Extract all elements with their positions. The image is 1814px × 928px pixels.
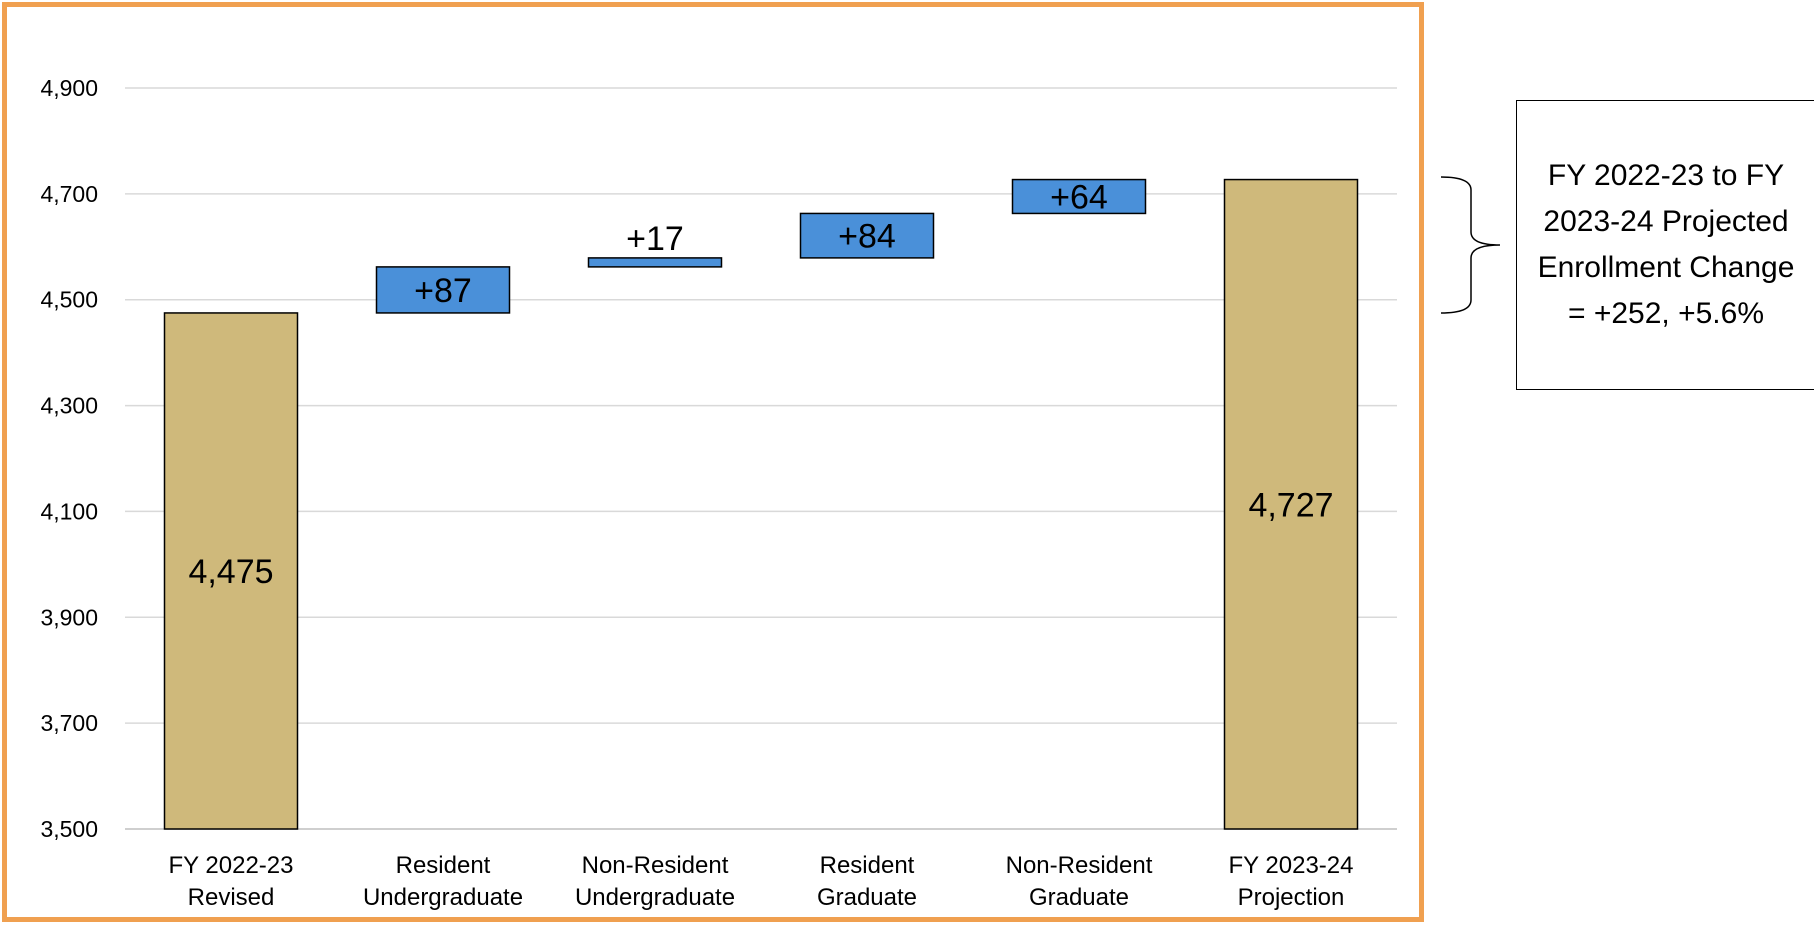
enrollment-change-callout: FY 2022-23 to FY 2023-24 Projected Enrol… — [1516, 100, 1814, 390]
data-label-3: +84 — [838, 218, 896, 256]
category-label: Resident — [820, 852, 915, 879]
y-tick-label: 4,900 — [40, 75, 98, 101]
category-label: Non-Resident — [582, 852, 729, 879]
category-label: Graduate — [1029, 884, 1129, 911]
data-label-0: 4,475 — [188, 553, 273, 591]
category-label: Undergraduate — [575, 884, 735, 911]
category-label: FY 2022-23 — [169, 852, 294, 879]
gridlines — [125, 87, 1397, 830]
category-label: FY 2023-24 — [1229, 852, 1354, 879]
total-bar-5 — [1223, 178, 1359, 830]
total-bar-0 — [163, 312, 299, 830]
y-tick-label: 4,300 — [40, 393, 98, 419]
y-tick-label: 4,700 — [40, 181, 98, 207]
data-label-4: +64 — [1050, 179, 1108, 217]
category-label: Graduate — [817, 884, 917, 911]
category-label: Projection — [1238, 884, 1345, 911]
category-label: Resident — [396, 852, 491, 879]
y-axis-ticks: 3,500 3,700 3,900 4,100 4,300 4,500 4,700 4,900 — [40, 75, 98, 842]
change-bar-1 — [375, 266, 511, 314]
category-label: Undergraduate — [363, 884, 523, 911]
bars — [163, 178, 1359, 830]
change-bar-4 — [1011, 178, 1147, 215]
x-axis-categories: FY 2022-23 Revised Resident Undergraduate No… — [169, 852, 1354, 911]
callout-text: FY 2022-23 to FY 2023-24 Projected Enrol… — [1537, 159, 1795, 330]
y-tick-label: 3,900 — [40, 604, 98, 630]
change-bar-2 — [587, 257, 723, 268]
change-bar-3 — [799, 212, 935, 259]
y-tick-label: 3,500 — [40, 816, 98, 842]
category-label: Revised — [188, 884, 275, 911]
data-label-2: +17 — [626, 220, 684, 258]
brace-icon — [1440, 176, 1501, 314]
data-label-1: +87 — [414, 272, 472, 310]
category-label: Non-Resident — [1006, 852, 1153, 879]
y-tick-label: 4,100 — [40, 498, 98, 524]
y-tick-label: 4,500 — [40, 287, 98, 313]
data-labels: 4,475 +87 +17 +84 +64 4,727 — [188, 179, 1333, 591]
data-label-5: 4,727 — [1248, 486, 1333, 524]
y-tick-label: 3,700 — [40, 710, 98, 736]
